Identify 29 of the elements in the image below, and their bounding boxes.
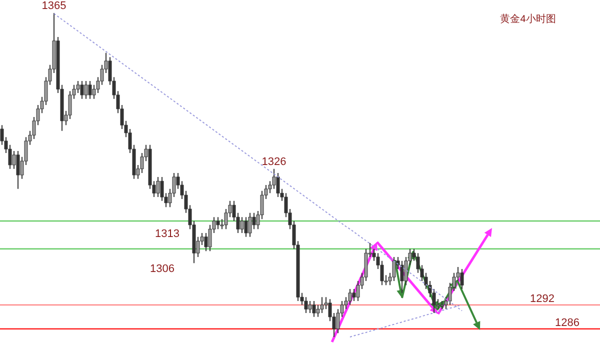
candlestick xyxy=(320,296,324,314)
candlestick xyxy=(348,288,352,306)
text: 1286 xyxy=(555,317,580,329)
candlestick xyxy=(156,176,160,198)
candlestick xyxy=(308,300,312,314)
candlestick xyxy=(88,80,92,100)
candlestick xyxy=(84,80,88,100)
candlestick xyxy=(248,212,252,238)
candlestick xyxy=(80,80,84,100)
candlestick xyxy=(204,232,208,252)
candlestick xyxy=(240,216,244,234)
annotation: 1365 xyxy=(42,0,66,12)
candlestick xyxy=(16,150,20,190)
annotation: 1313 xyxy=(155,228,180,240)
annotation: 1326 xyxy=(262,156,286,168)
candlestick xyxy=(276,172,280,198)
candlestick xyxy=(400,260,404,294)
candlestick xyxy=(252,212,256,230)
candlestick xyxy=(392,256,396,282)
candlestick xyxy=(460,268,464,290)
candlestick xyxy=(244,216,248,238)
annotation: 1306 xyxy=(150,263,174,275)
candlestick xyxy=(304,296,308,314)
candlestick xyxy=(272,168,276,190)
candlestick xyxy=(312,300,316,318)
candlestick xyxy=(216,216,220,230)
text: 黄金4小时图 xyxy=(500,13,556,25)
candlestick xyxy=(352,288,356,302)
text: 1292 xyxy=(530,293,554,305)
